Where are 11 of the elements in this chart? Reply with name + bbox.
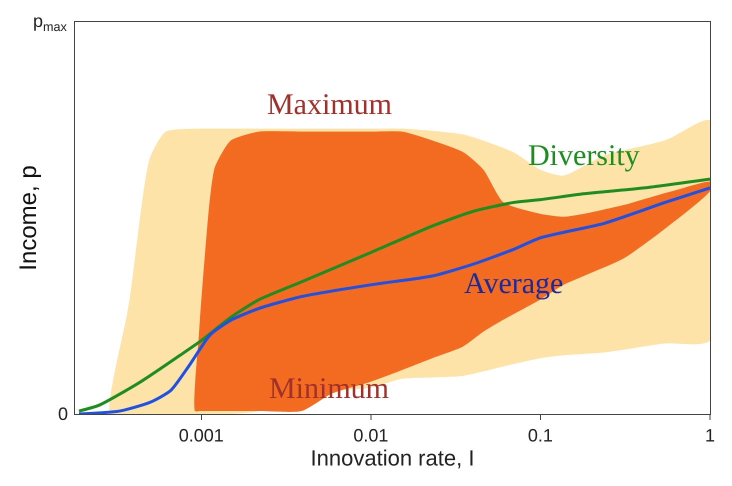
text: 0 — [58, 404, 68, 424]
x-tick-label: 1 — [704, 426, 716, 446]
series-label: Average — [464, 267, 564, 300]
x-tick-label: 0.001 — [178, 426, 224, 446]
x-tick-label: 0.01 — [353, 426, 388, 446]
annotation: Maximum — [267, 88, 392, 121]
y-axis-title: Income, p — [15, 165, 42, 271]
series-label: Diversity — [528, 139, 640, 172]
x-axis-title: Innovation rate, I — [310, 446, 474, 471]
x-tick-label: 0.1 — [528, 426, 553, 446]
text: p$_{max}$ — [33, 11, 68, 34]
